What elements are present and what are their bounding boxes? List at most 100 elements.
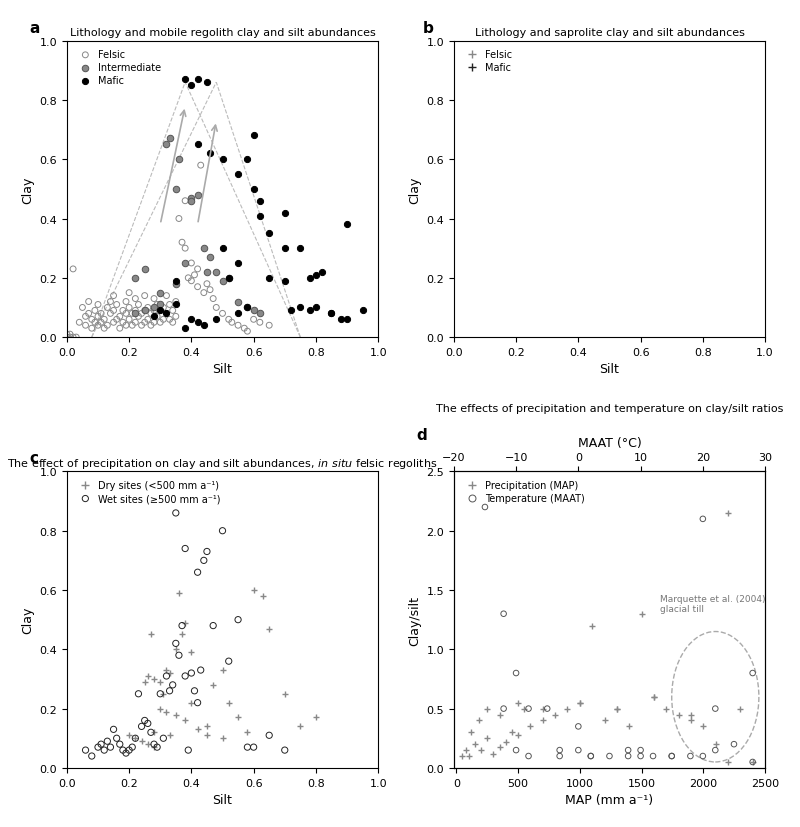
Temperature (MAAT)	[684, 749, 697, 762]
Point	[247, 183, 260, 196]
Wet sites (≥500 mm a⁻¹)	[157, 732, 170, 745]
Point	[241, 302, 254, 315]
Precipitation (MAP)	[465, 726, 478, 739]
Point	[126, 319, 138, 332]
Point	[138, 263, 151, 276]
Temperature (MAAT)	[666, 749, 678, 762]
Point	[278, 275, 291, 288]
Wet sites (≥500 mm a⁻¹)	[132, 687, 145, 700]
Mafic	[522, 248, 535, 261]
Point	[170, 278, 182, 291]
Point	[160, 308, 173, 321]
Point	[178, 257, 191, 270]
Point	[154, 299, 166, 312]
Point	[185, 192, 198, 205]
Wet sites (≥500 mm a⁻¹)	[120, 747, 133, 760]
Felsic	[650, 293, 662, 306]
Precipitation (MAP)	[710, 738, 722, 751]
Point	[198, 319, 210, 332]
Point	[122, 302, 135, 315]
Point	[82, 308, 95, 321]
Point	[166, 304, 179, 318]
Felsic	[587, 302, 600, 315]
Mafic	[618, 189, 631, 202]
Point	[154, 304, 166, 318]
Y-axis label: Clay: Clay	[21, 176, 34, 203]
Text: c: c	[30, 451, 38, 466]
Point	[166, 316, 179, 329]
Dry sites (<500 mm a⁻¹)	[142, 670, 154, 683]
Felsic	[569, 257, 582, 270]
Precipitation (MAP)	[472, 714, 485, 727]
Point	[89, 316, 102, 329]
Felsic	[510, 275, 522, 288]
Temperature (MAAT)	[522, 749, 535, 762]
Temperature (MAAT)	[498, 607, 510, 620]
Point	[216, 275, 229, 288]
Dry sites (<500 mm a⁻¹)	[247, 584, 260, 597]
Point	[163, 132, 176, 146]
Precipitation (MAP)	[734, 702, 746, 715]
Precipitation (MAP)	[746, 755, 759, 768]
Point	[86, 323, 98, 336]
Temperature (MAAT)	[510, 667, 522, 680]
Dry sites (<500 mm a⁻¹)	[138, 676, 151, 689]
Point	[170, 310, 182, 323]
Point	[129, 272, 142, 285]
Point	[310, 269, 322, 282]
Felsic	[528, 260, 541, 273]
Dry sites (<500 mm a⁻¹)	[185, 696, 198, 710]
Felsic	[634, 257, 647, 270]
Point	[222, 272, 235, 285]
Point	[122, 313, 135, 327]
Precipitation (MAP)	[722, 507, 734, 520]
Point	[142, 313, 154, 327]
Wet sites (≥500 mm a⁻¹)	[178, 670, 191, 683]
Felsic	[606, 183, 619, 196]
Precipitation (MAP)	[647, 691, 660, 704]
Dry sites (<500 mm a⁻¹)	[145, 628, 158, 641]
Point	[142, 302, 154, 315]
Precipitation (MAP)	[586, 619, 598, 633]
Point	[132, 299, 145, 312]
Legend: Dry sites (<500 mm a⁻¹), Wet sites (≥500 mm a⁻¹): Dry sites (<500 mm a⁻¹), Wet sites (≥500…	[72, 476, 224, 508]
Point	[148, 304, 161, 318]
Temperature (MAAT)	[554, 749, 566, 762]
Dry sites (<500 mm a⁻¹)	[148, 672, 161, 686]
Dry sites (<500 mm a⁻¹)	[170, 708, 182, 721]
Point	[210, 313, 222, 327]
Wet sites (≥500 mm a⁻¹)	[79, 743, 92, 757]
Point	[303, 272, 316, 285]
Precipitation (MAP)	[610, 702, 623, 715]
Wet sites (≥500 mm a⁻¹)	[170, 637, 182, 650]
Title: Lithology and saprolite clay and silt abundances: Lithology and saprolite clay and silt ab…	[474, 28, 744, 38]
Point	[232, 295, 245, 308]
Point	[157, 302, 170, 315]
Point	[216, 242, 229, 256]
Dry sites (<500 mm a⁻¹)	[185, 646, 198, 659]
Felsic	[554, 263, 566, 276]
Point	[247, 313, 260, 327]
Title: The effect of precipitation on clay and silt abundances, $\it{in\ situ}$ felsic : The effect of precipitation on clay and …	[7, 457, 438, 471]
Point	[241, 153, 254, 166]
Point	[241, 302, 254, 315]
Point	[222, 272, 235, 285]
Point	[94, 308, 107, 321]
Point	[148, 293, 161, 306]
Wet sites (≥500 mm a⁻¹)	[160, 670, 173, 683]
Point	[114, 323, 126, 336]
Wet sites (≥500 mm a⁻¹)	[163, 685, 176, 698]
Point	[120, 319, 133, 332]
Felsic	[618, 293, 631, 306]
Point	[310, 302, 322, 315]
Felsic	[475, 319, 488, 332]
Precipitation (MAP)	[481, 732, 494, 745]
Point	[154, 304, 166, 318]
Precipitation (MAP)	[574, 696, 586, 710]
Point	[303, 304, 316, 318]
Dry sites (<500 mm a⁻¹)	[170, 643, 182, 656]
Point	[176, 237, 189, 250]
Point	[101, 302, 114, 315]
Point	[89, 304, 102, 318]
Point	[232, 319, 245, 332]
